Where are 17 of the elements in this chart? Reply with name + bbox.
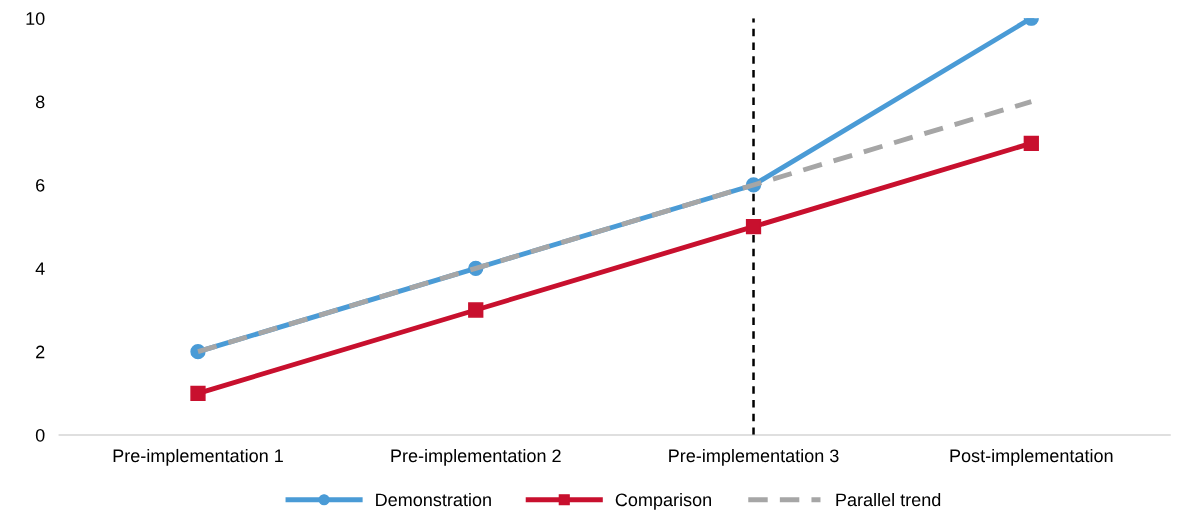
y-tick-label: 0 — [35, 428, 45, 442]
x-tick-label: Pre-implementation 1 — [113, 448, 283, 466]
point — [745, 218, 762, 235]
legend-label: Parallel trend — [836, 492, 941, 507]
y-tick-label: 4 — [35, 262, 45, 275]
y-tick-label: 8 — [35, 95, 45, 109]
point — [190, 385, 206, 401]
y-tick-label: 2 — [36, 345, 45, 359]
x-tick-label: Pre-implementation 3 — [669, 448, 839, 466]
x-tick-label: Pre-implementation 2 — [391, 448, 561, 466]
y-tick-label: 10 — [26, 12, 45, 25]
x-tick-label: Post-implementation — [950, 448, 1113, 466]
y-tick-label: 6 — [36, 178, 45, 192]
point — [468, 302, 484, 318]
legend-label: Comparison — [615, 492, 711, 510]
legend-label: Demonstration — [376, 492, 491, 507]
point — [1023, 135, 1039, 151]
